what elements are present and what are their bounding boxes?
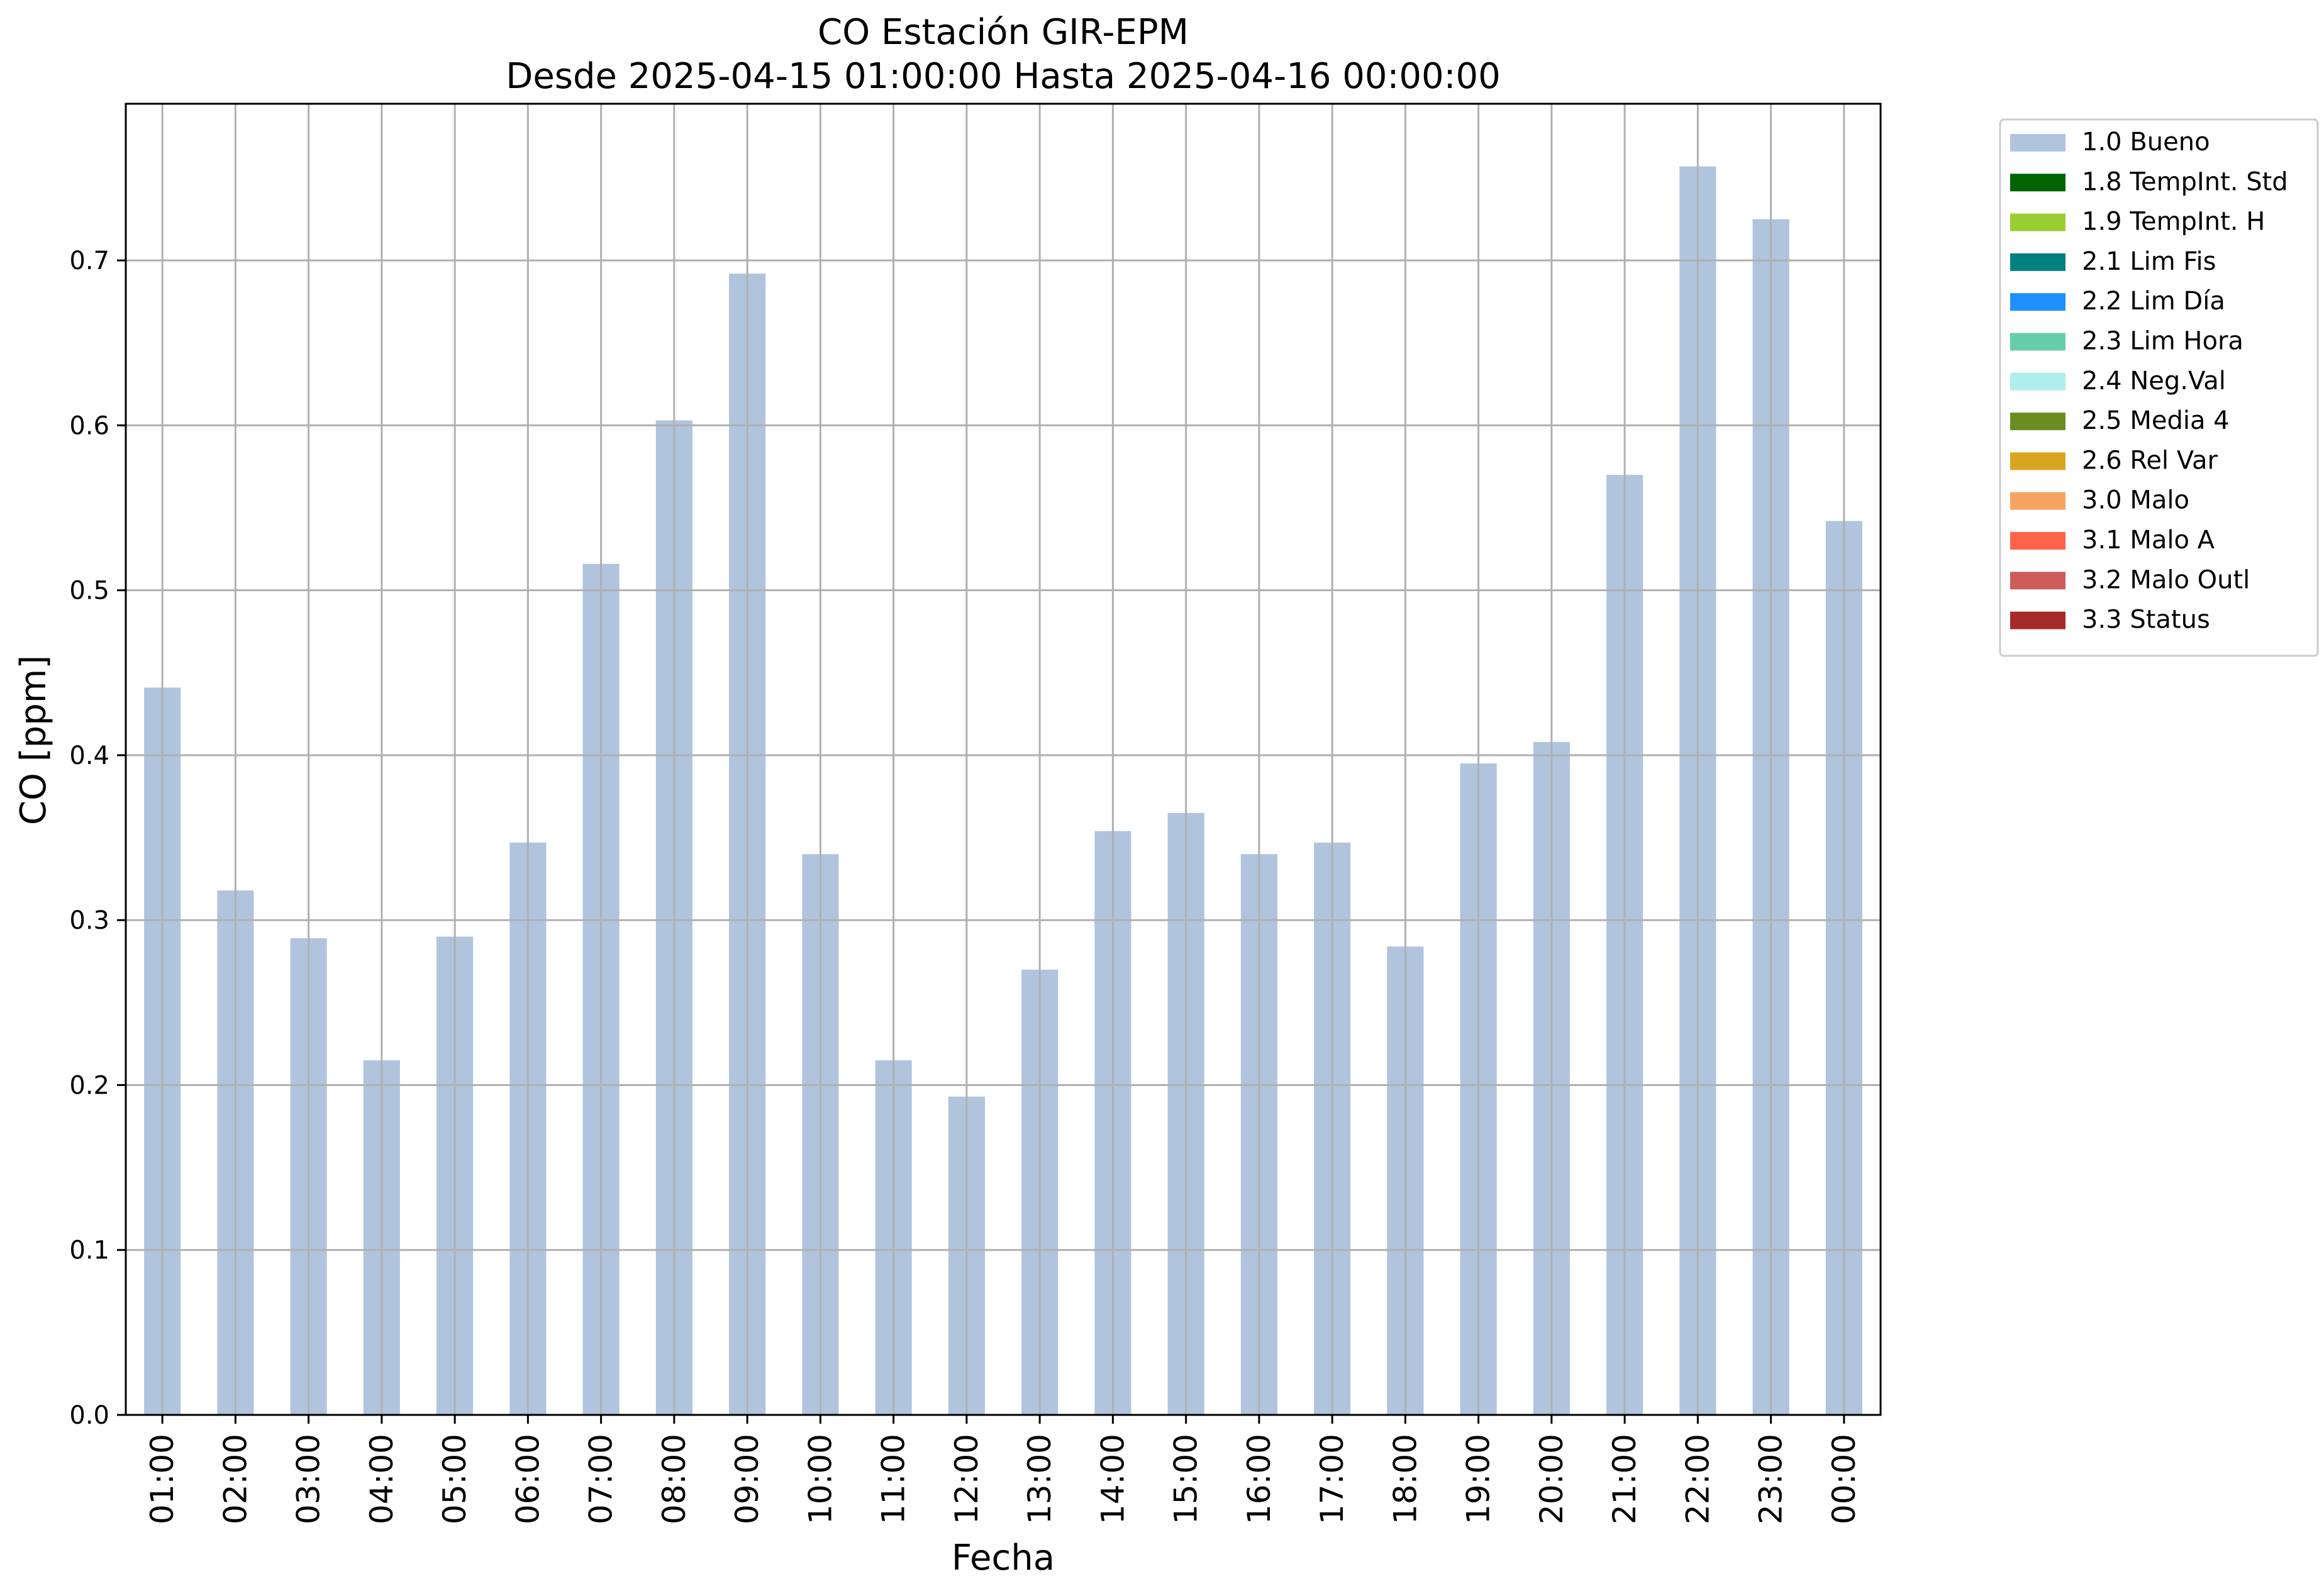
- legend-swatch: [2010, 174, 2065, 192]
- x-tick-label: 06:00: [509, 1434, 546, 1524]
- y-tick-label: 0.5: [69, 577, 109, 606]
- legend-label: 2.3 Lim Hora: [2082, 327, 2243, 356]
- legend-swatch: [2010, 532, 2065, 550]
- legend-swatch: [2010, 372, 2065, 391]
- x-tick-label: 04:00: [364, 1434, 400, 1524]
- legend-label: 3.1 Malo A: [2082, 526, 2215, 555]
- legend-box: [1999, 118, 2319, 657]
- x-tick-label: 15:00: [1168, 1434, 1204, 1524]
- legend-label: 3.0 Malo: [2082, 486, 2189, 515]
- legend-label: 2.4 Neg.Val: [2082, 367, 2226, 396]
- x-tick-label: 02:00: [217, 1434, 253, 1524]
- x-tick-label: 08:00: [656, 1434, 692, 1524]
- x-tick-label: 09:00: [729, 1434, 765, 1524]
- x-tick-label: 01:00: [144, 1434, 181, 1524]
- x-tick-label: 05:00: [436, 1434, 473, 1524]
- y-tick-label: 0.2: [69, 1071, 109, 1100]
- x-tick-label: 10:00: [802, 1434, 838, 1524]
- x-tick-label: 11:00: [876, 1434, 912, 1524]
- x-tick-label: 00:00: [1826, 1434, 1862, 1524]
- y-tick-label: 0.4: [69, 741, 109, 770]
- x-tick-label: 07:00: [583, 1434, 620, 1524]
- y-tick-label: 0.7: [69, 247, 109, 275]
- x-tick-label: 17:00: [1314, 1434, 1350, 1524]
- legend-label: 3.3 Status: [2082, 606, 2210, 635]
- legend-swatch: [2010, 611, 2065, 629]
- legend: 1.0 Bueno 1.8 TempInt. Std 1.9 TempInt. H 2…: [1999, 118, 2319, 657]
- legend-swatch: [2010, 134, 2065, 152]
- y-tick-label: 0.0: [69, 1401, 109, 1430]
- legend-label: 2.6 Rel Var: [2082, 446, 2218, 475]
- legend-swatch: [2010, 333, 2065, 351]
- chart-subtitle: Desde 2025-04-15 01:00:00 Hasta 2025-04-…: [506, 56, 1501, 97]
- x-axis-label: Fecha: [952, 1538, 1055, 1578]
- legend-swatch: [2010, 492, 2065, 510]
- legend-label: 2.1 Lim Fis: [2082, 247, 2216, 276]
- x-tick-label: 20:00: [1533, 1434, 1570, 1524]
- y-tick-label: 0.6: [69, 411, 109, 440]
- legend-swatch: [2010, 413, 2065, 431]
- legend-swatch: [2010, 213, 2065, 231]
- legend-label: 1.9 TempInt. H: [2082, 208, 2265, 236]
- legend-label: 2.2 Lim Día: [2082, 287, 2225, 316]
- x-tick-label: 12:00: [948, 1434, 985, 1524]
- legend-label: 3.2 Malo Outl: [2082, 565, 2250, 594]
- x-tick-label: 22:00: [1679, 1434, 1716, 1524]
- legend-swatch: [2010, 293, 2065, 311]
- legend-swatch: [2010, 452, 2065, 470]
- legend-label: 2.5 Media 4: [2082, 406, 2230, 435]
- legend-swatch: [2010, 572, 2065, 590]
- x-tick-label: 13:00: [1021, 1434, 1058, 1524]
- y-tick-label: 0.1: [69, 1236, 109, 1265]
- x-tick-label: 16:00: [1241, 1434, 1277, 1524]
- plot-frame: [125, 103, 1882, 1416]
- x-tick-label: 21:00: [1606, 1434, 1643, 1524]
- x-tick-label: 14:00: [1094, 1434, 1131, 1524]
- y-axis-label: CO [ppm]: [13, 655, 54, 825]
- x-tick-label: 19:00: [1460, 1434, 1497, 1524]
- legend-swatch: [2010, 253, 2065, 271]
- grid-lines: [126, 104, 1881, 1415]
- x-tick-label: 18:00: [1387, 1434, 1423, 1524]
- y-tick-label: 0.3: [69, 906, 109, 935]
- x-tick-label: 23:00: [1753, 1434, 1789, 1524]
- chart-title: CO Estación GIR-EPM: [818, 12, 1189, 53]
- legend-label: 1.8 TempInt. Std: [2082, 167, 2288, 196]
- legend-label: 1.0 Bueno: [2082, 128, 2210, 157]
- axes: 0.0 0.1 0.2 0.3 0.4 0.5 0.6 0.7 01:00 02:00 03:00 0…: [69, 103, 1882, 1524]
- x-tick-label: 03:00: [291, 1434, 327, 1524]
